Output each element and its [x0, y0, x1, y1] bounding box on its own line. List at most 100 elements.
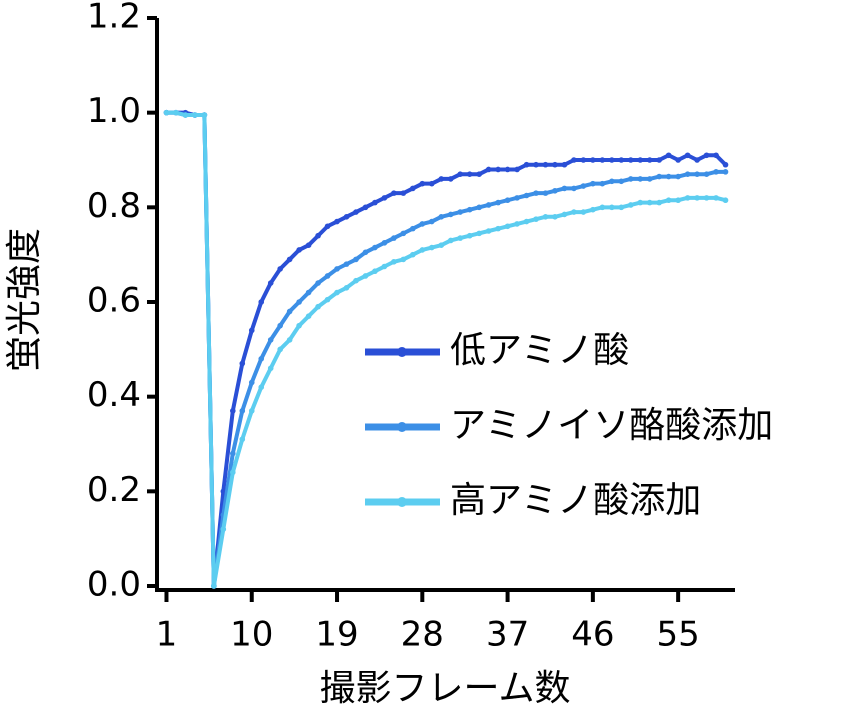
- data-point: [684, 171, 691, 177]
- data-point: [571, 209, 577, 215]
- data-point: [466, 232, 473, 239]
- data-point: [637, 176, 644, 182]
- data-point: [315, 232, 321, 239]
- data-point: [561, 211, 568, 218]
- data-point: [286, 308, 293, 315]
- data-point: [703, 195, 710, 201]
- data-point: [419, 180, 426, 187]
- data-point: [211, 583, 217, 589]
- data-point: [239, 436, 246, 443]
- data-point: [248, 379, 255, 386]
- data-point: [286, 256, 293, 263]
- data-point: [703, 171, 710, 177]
- data-point: [703, 152, 710, 159]
- data-point: [372, 199, 378, 206]
- data-point: [476, 230, 482, 237]
- data-point: [665, 197, 672, 204]
- data-point: [296, 299, 302, 305]
- data-point: [561, 185, 568, 192]
- data-point: [381, 263, 388, 270]
- data-point: [391, 258, 397, 265]
- data-point: [485, 228, 492, 234]
- data-point: [646, 157, 653, 163]
- data-point: [495, 199, 501, 206]
- x-tick-label: 28: [401, 615, 444, 655]
- legend-marker: [397, 422, 407, 432]
- data-point: [343, 214, 350, 220]
- x-tick-label: 46: [571, 615, 614, 655]
- data-point: [258, 384, 265, 391]
- data-point: [277, 346, 283, 353]
- data-point: [419, 221, 426, 227]
- x-tick-label: 37: [486, 615, 529, 655]
- data-point: [419, 247, 426, 253]
- data-point: [381, 240, 388, 246]
- data-point: [627, 157, 634, 163]
- data-point: [627, 202, 634, 208]
- y-tick-label: 0.0: [87, 565, 141, 605]
- y-tick-label: 0.6: [87, 281, 141, 321]
- data-point: [258, 356, 265, 362]
- y-tick-label: 0.8: [87, 186, 141, 226]
- data-point: [315, 303, 321, 310]
- data-point: [343, 261, 350, 267]
- data-point: [552, 214, 558, 220]
- data-point: [466, 206, 473, 213]
- data-point: [599, 204, 606, 211]
- data-point: [438, 214, 445, 220]
- data-point: [722, 161, 729, 168]
- data-point: [514, 166, 520, 173]
- data-point: [580, 157, 587, 163]
- data-point: [230, 408, 236, 414]
- data-point: [400, 230, 407, 237]
- data-point: [267, 365, 274, 372]
- data-point: [713, 169, 719, 175]
- data-point: [495, 225, 501, 232]
- data-point: [447, 211, 454, 218]
- data-point: [428, 218, 435, 225]
- data-point: [580, 209, 587, 215]
- data-point: [646, 176, 653, 182]
- data-point: [438, 242, 445, 248]
- data-point: [324, 296, 331, 303]
- data-point: [542, 161, 549, 168]
- data-point: [684, 152, 691, 159]
- data-point: [410, 225, 416, 232]
- data-point: [656, 199, 662, 206]
- data-point: [182, 112, 189, 118]
- data-point: [457, 235, 464, 241]
- y-tick-label: 1.0: [87, 91, 141, 131]
- data-point: [267, 280, 274, 286]
- data-point: [656, 173, 662, 180]
- data-point: [504, 223, 511, 230]
- data-point: [239, 360, 246, 367]
- y-tick-label: 1.2: [87, 0, 141, 37]
- data-point: [485, 202, 492, 208]
- data-point: [353, 209, 359, 215]
- data-point: [163, 109, 170, 116]
- data-point: [173, 109, 179, 116]
- data-point: [713, 195, 719, 201]
- data-point: [277, 322, 283, 329]
- data-point: [315, 280, 321, 286]
- data-point: [400, 190, 407, 196]
- data-point: [277, 266, 283, 272]
- data-point: [391, 190, 397, 196]
- y-tick-label: 0.2: [87, 470, 141, 510]
- data-point: [466, 171, 473, 177]
- data-point: [684, 195, 691, 201]
- data-point: [220, 526, 227, 532]
- data-point: [609, 178, 615, 185]
- data-point: [675, 157, 681, 163]
- data-point: [694, 195, 700, 201]
- data-point: [504, 197, 511, 204]
- data-point: [457, 171, 464, 177]
- data-point: [533, 190, 539, 196]
- x-tick-label: 19: [315, 615, 358, 655]
- data-point: [675, 173, 681, 180]
- data-point: [571, 185, 577, 192]
- data-point: [590, 206, 596, 213]
- data-point: [457, 209, 464, 215]
- data-point: [305, 313, 312, 320]
